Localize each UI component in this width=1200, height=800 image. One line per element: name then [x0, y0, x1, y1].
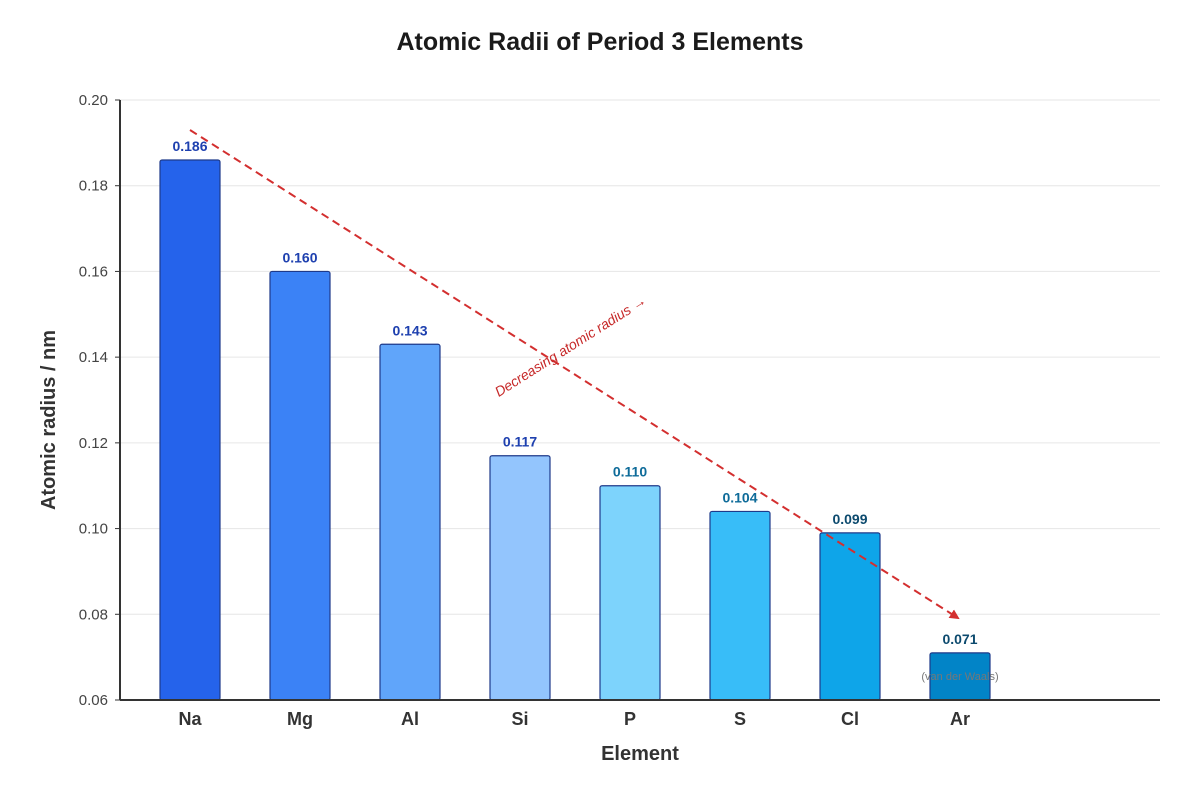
data-label-ar: 0.071 — [942, 631, 977, 647]
data-label-si: 0.117 — [503, 434, 537, 450]
data-label-p: 0.110 — [613, 464, 647, 480]
x-tick-label-p: P — [624, 709, 636, 729]
x-tick-label-si: Si — [511, 709, 528, 729]
y-tick-label: 0.20 — [79, 92, 108, 109]
x-axis-ticks: Na Mg Al Si P S Cl Ar — [178, 709, 970, 729]
data-label-na: 0.186 — [172, 138, 207, 154]
bars — [159, 159, 991, 701]
y-axis-ticks: 0.06 0.08 0.10 0.12 0.14 0.16 0.18 0.20 — [79, 92, 120, 709]
chart-title: Atomic Radii of Period 3 Elements — [396, 28, 803, 56]
x-tick-label-cl: Cl — [841, 709, 859, 729]
bar-s — [709, 510, 771, 701]
bar-mg — [269, 270, 331, 701]
data-labels: 0.186 0.160 0.143 0.117 0.110 0.104 0.099 0.071 — [172, 138, 977, 647]
x-tick-label-al: Al — [401, 709, 419, 729]
data-label-s: 0.104 — [722, 489, 757, 505]
y-tick-label: 0.18 — [79, 178, 108, 195]
y-tick-label: 0.10 — [79, 521, 108, 538]
y-axis-label: Atomic radius / nm — [38, 330, 60, 510]
data-label-al: 0.143 — [392, 322, 427, 338]
y-tick-label: 0.08 — [79, 606, 108, 623]
trend-annotation: Decreasing atomic radius → — [492, 292, 649, 400]
bar-al — [379, 343, 441, 701]
data-label-mg: 0.160 — [282, 249, 317, 265]
y-tick-label: 0.06 — [79, 692, 108, 709]
x-tick-label-na: Na — [178, 709, 202, 729]
x-tick-label-s: S — [734, 709, 746, 729]
ar-note: (van der Waals) — [921, 671, 998, 683]
y-tick-label: 0.12 — [79, 435, 108, 452]
y-tick-label: 0.14 — [79, 349, 108, 366]
y-tick-label: 0.16 — [79, 263, 108, 280]
x-axis-label: Element — [601, 743, 679, 765]
bar-cl — [819, 532, 881, 701]
bar-p — [599, 485, 661, 701]
bar-na — [159, 159, 221, 701]
x-tick-label-ar: Ar — [950, 709, 970, 729]
x-tick-label-mg: Mg — [287, 709, 313, 729]
trend-arrow — [189, 129, 960, 620]
data-label-cl: 0.099 — [832, 511, 867, 527]
bar-si — [489, 455, 551, 701]
